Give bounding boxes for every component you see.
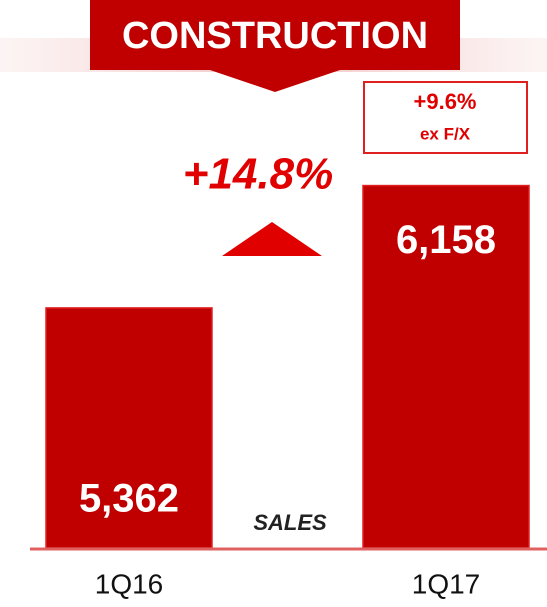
value-label: 6,158	[396, 218, 496, 262]
ex-fx-value: +9.6%	[414, 89, 477, 114]
growth-annotation: +14.8%	[183, 150, 333, 199]
bar	[45, 307, 213, 549]
value-label: 5,362	[79, 477, 179, 521]
sales-label: SALES	[253, 510, 327, 535]
x-tick-label: 1Q16	[95, 568, 164, 599]
ex-fx-box	[363, 81, 528, 154]
bar	[362, 184, 530, 549]
x-tick-label: 1Q17	[412, 568, 481, 599]
title-banner	[90, 0, 460, 70]
ex-fx-label: ex F/X	[420, 124, 471, 143]
title-pointer	[210, 70, 340, 92]
growth-arrow	[222, 222, 322, 256]
chart-title: CONSTRUCTION	[122, 15, 428, 57]
